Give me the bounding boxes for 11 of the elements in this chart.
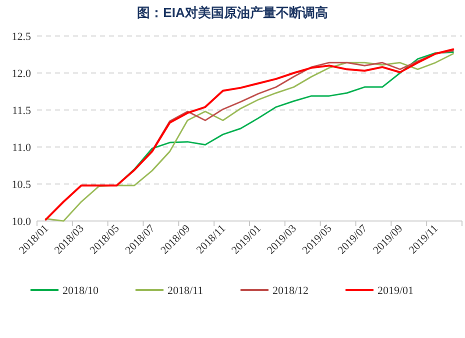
y-tick-label: 12.0 xyxy=(12,68,32,80)
y-tick-label: 10.5 xyxy=(12,179,32,191)
y-tick-label: 11.5 xyxy=(12,105,32,117)
y-tick-label: 10.0 xyxy=(12,216,32,228)
legend-label: 2018/11 xyxy=(168,285,204,297)
legend-label: 2018/12 xyxy=(272,285,309,297)
chart-title: 图：EIA对美国原油产量不断调高 xyxy=(137,5,328,20)
y-tick-label: 12.5 xyxy=(12,31,32,43)
y-tick-label: 11.0 xyxy=(12,142,32,154)
legend-label: 2018/10 xyxy=(62,285,100,297)
legend-label: 2019/01 xyxy=(378,285,414,297)
